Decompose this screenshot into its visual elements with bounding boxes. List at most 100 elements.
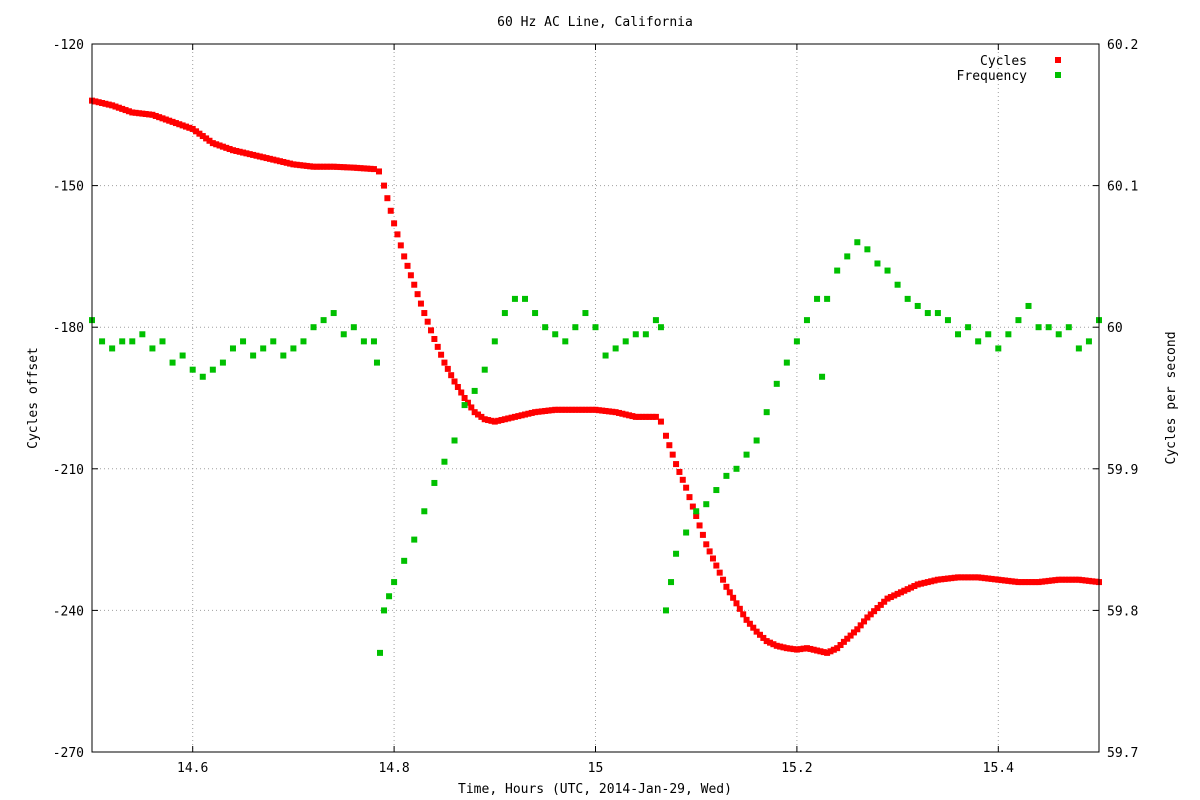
frequency-point [471, 387, 478, 394]
cycles-point [179, 122, 186, 129]
cycles-point [545, 407, 552, 414]
cycles-point [763, 638, 770, 645]
frequency-point [522, 295, 529, 302]
frequency-point [129, 338, 136, 345]
frequency-point [652, 317, 659, 324]
cycles-point [730, 594, 737, 601]
frequency-point [189, 366, 196, 373]
cycles-point [1012, 578, 1019, 585]
x-axis-label: Time, Hours (UTC, 2014-Jan-29, Wed) [458, 782, 732, 797]
frequency-point [773, 380, 780, 387]
frequency-point [1015, 317, 1022, 324]
cycles-point [780, 644, 787, 651]
frequency-point [481, 366, 488, 373]
frequency-point [340, 331, 347, 338]
cycles-point [129, 109, 136, 116]
cycles-point [132, 109, 139, 116]
cycles-point [481, 416, 488, 423]
cycles-point [283, 159, 290, 166]
frequency-point [169, 359, 176, 366]
cycles-point [99, 100, 106, 106]
cycles-point [428, 327, 435, 334]
cycles-point [350, 164, 357, 171]
y-tick-label: -240 [53, 604, 84, 619]
frequency-point [260, 345, 267, 352]
y-tick-label: -270 [53, 746, 84, 761]
cycles-point [414, 291, 421, 298]
frequency-point [159, 338, 166, 345]
cycles-point [344, 164, 351, 171]
y2-tick-label: 60.1 [1107, 180, 1138, 195]
cycles-point [988, 575, 995, 582]
cycles-point [918, 580, 925, 587]
cycles-point [387, 207, 394, 214]
cycles-point [375, 168, 382, 175]
frequency-point [552, 331, 559, 338]
frequency-point [743, 451, 750, 458]
cycles-point [955, 574, 962, 581]
cycles-point [538, 408, 545, 415]
frequency-point [373, 359, 380, 366]
frequency-point [1075, 345, 1082, 352]
cycles-point [364, 165, 371, 172]
frequency-point [1025, 302, 1032, 309]
cycles-point [921, 579, 928, 586]
frequency-point [673, 550, 680, 557]
cycles-point [756, 631, 763, 638]
cycles-point [518, 412, 525, 419]
cycles-point [908, 584, 915, 591]
cycles-point [246, 151, 253, 158]
cycles-point [807, 645, 814, 652]
cycles-point [861, 618, 868, 625]
cycles-point [887, 594, 894, 601]
cycles-point [367, 165, 374, 172]
frequency-point [1005, 331, 1012, 338]
cycles-point [1079, 577, 1086, 584]
cycles-point [219, 143, 226, 150]
frequency-point [793, 338, 800, 345]
cycles-point [679, 476, 686, 483]
cycles-point [273, 157, 280, 164]
frequency-point [602, 352, 609, 359]
cycles-point [1022, 579, 1029, 586]
cycles-point [777, 643, 784, 650]
cycles-point [260, 154, 267, 161]
frequency-point [350, 324, 357, 331]
frequency-point [1045, 324, 1052, 331]
cycles-point [626, 412, 633, 419]
cycles-point [209, 140, 216, 147]
cycles-point [95, 99, 102, 106]
y2-tick-label: 60.2 [1107, 38, 1138, 53]
frequency-point [944, 317, 951, 324]
cycles-point [1055, 576, 1062, 583]
cycles-point [800, 645, 807, 652]
cycles-point [189, 125, 196, 132]
cycles-point [797, 646, 804, 653]
cycles-point [683, 484, 690, 491]
cycles-point [911, 583, 918, 590]
cycles-point [585, 406, 592, 413]
y-tick-label: -180 [53, 321, 84, 336]
frequency-point [401, 557, 408, 564]
cycles-point [951, 574, 958, 581]
cycles-point [172, 120, 179, 127]
cycles-point [995, 576, 1002, 583]
cycles-point [330, 163, 337, 170]
cycles-point [125, 108, 132, 115]
cycles-point [834, 645, 841, 652]
cycles-point [642, 413, 649, 420]
frequency-point [300, 338, 307, 345]
cycles-point [112, 103, 119, 110]
cycles-point [370, 166, 377, 173]
cycles-point [438, 351, 445, 358]
frequency-point [491, 338, 498, 345]
frequency-point [441, 458, 448, 465]
cycles-point [689, 503, 696, 510]
cycles-point [636, 413, 643, 420]
cycles-point [632, 413, 639, 420]
legend: Cycles Frequency [957, 54, 1061, 84]
cycles-point [599, 407, 606, 414]
cycles-point [602, 407, 609, 414]
frequency-point [803, 317, 810, 324]
cycles-point [468, 404, 475, 411]
